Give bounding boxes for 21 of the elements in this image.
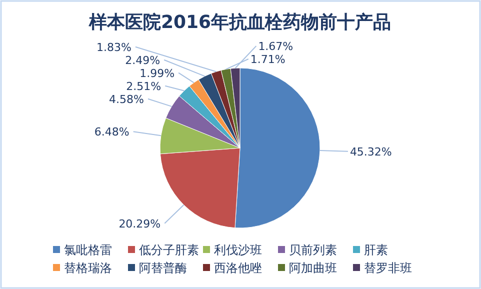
legend-label: 替格瑞洛 bbox=[64, 261, 112, 275]
data-label: 2.51% bbox=[126, 80, 162, 93]
data-label: 1.71% bbox=[250, 53, 286, 66]
legend-label: 贝前列素 bbox=[289, 243, 337, 257]
legend-label: 阿替普酶 bbox=[139, 261, 187, 275]
legend-label: 低分子肝素 bbox=[139, 243, 199, 257]
legend-label: 西洛他唑 bbox=[214, 261, 262, 275]
data-label: 4.58% bbox=[109, 92, 144, 106]
legend-label: 替罗非班 bbox=[364, 261, 412, 275]
data-label: 45.32% bbox=[350, 145, 392, 158]
data-label: 6.48% bbox=[94, 126, 130, 139]
legend-label: 氯吡格雷 bbox=[64, 243, 112, 257]
chart-title: 样本医院2016年抗血栓药物前十产品 bbox=[88, 12, 392, 33]
data-label: 2.49% bbox=[125, 54, 160, 67]
data-label: 1.83% bbox=[96, 40, 132, 54]
legend-label: 阿加曲班 bbox=[289, 261, 337, 275]
legend-label: 肝素 bbox=[364, 243, 388, 257]
data-label: 20.29% bbox=[118, 217, 161, 230]
data-label: 1.67% bbox=[258, 40, 294, 53]
data-label: 1.99% bbox=[140, 66, 175, 80]
legend-label: 利伐沙班 bbox=[214, 243, 262, 257]
